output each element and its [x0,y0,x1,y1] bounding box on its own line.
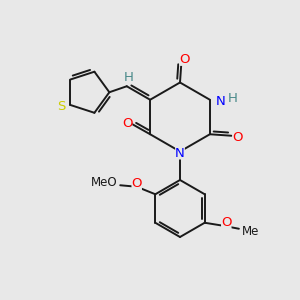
Text: N: N [216,95,226,108]
Text: N: N [175,146,185,160]
Text: O: O [232,131,243,144]
Text: S: S [57,100,66,113]
Text: H: H [123,71,133,84]
Text: O: O [179,53,190,66]
Text: MeO: MeO [91,176,117,189]
Text: O: O [122,117,132,130]
Text: H: H [227,92,237,105]
Text: Me: Me [242,225,259,238]
Text: O: O [221,216,232,229]
Text: O: O [131,177,142,190]
